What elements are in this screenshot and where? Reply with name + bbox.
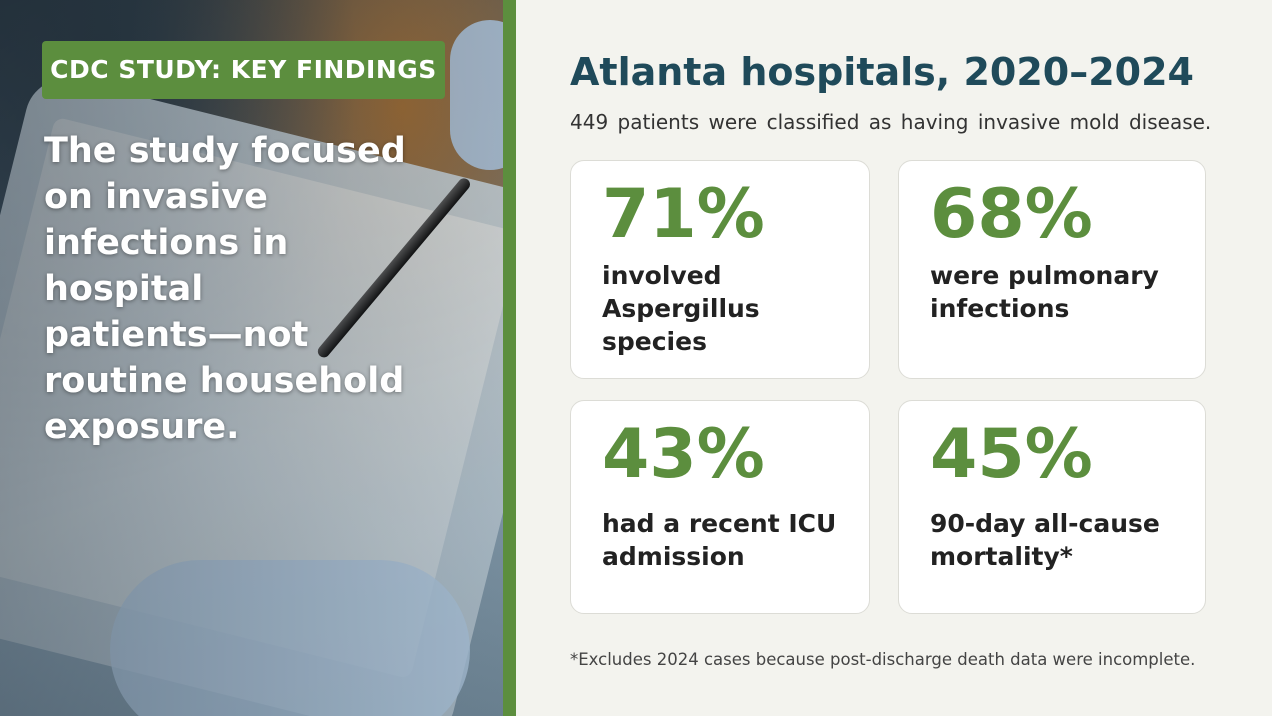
stat-card: 68% were pulmonary infections <box>898 160 1206 379</box>
description-line: mortality* <box>930 542 1073 571</box>
description-line: infections <box>930 294 1070 323</box>
title: Atlanta hospitals, 2020–2024 <box>570 50 1194 94</box>
text-line: The study focused <box>44 131 406 171</box>
stat-description: were pulmonary infections <box>930 259 1205 325</box>
stat-value: 43% <box>602 415 765 494</box>
shade <box>0 0 503 716</box>
text-line: routine household <box>44 361 405 401</box>
description-line: species <box>602 327 707 356</box>
stat-description: 90-day all-cause mortality* <box>930 507 1205 573</box>
left-text: The study focused on invasive infections i… <box>44 128 406 450</box>
description-line: involved <box>602 261 722 290</box>
text-line: on invasive <box>44 177 268 217</box>
description-line: admission <box>602 542 745 571</box>
divider-bar <box>503 0 516 716</box>
glove <box>110 560 470 716</box>
stat-value: 45% <box>930 415 1093 494</box>
stat-card: 71% involved Aspergillus species <box>570 160 870 379</box>
description-line: Aspergillus <box>602 294 760 323</box>
background-photo <box>0 0 503 716</box>
description-line: had a recent ICU <box>602 509 837 538</box>
text-line: patients—not <box>44 315 309 355</box>
text-line: infections in <box>44 223 289 263</box>
badge: CDC STUDY: KEY FINDINGS <box>42 41 445 99</box>
stat-description: involved Aspergillus species <box>602 259 869 358</box>
glove <box>450 20 503 170</box>
description-line: 90-day all-cause <box>930 509 1160 538</box>
text-line: hospital <box>44 269 204 309</box>
footnote: *Excludes 2024 cases because post-discha… <box>570 650 1196 669</box>
stat-value: 71% <box>602 175 765 254</box>
text-line: exposure. <box>44 407 240 447</box>
subtitle: 449 patients were classified as having i… <box>570 110 1212 134</box>
stat-card: 45% 90-day all-cause mortality* <box>898 400 1206 614</box>
stat-description: had a recent ICU admission <box>602 507 869 573</box>
stat-value: 68% <box>930 175 1093 254</box>
stat-card: 43% had a recent ICU admission <box>570 400 870 614</box>
description-line: were pulmonary <box>930 261 1159 290</box>
